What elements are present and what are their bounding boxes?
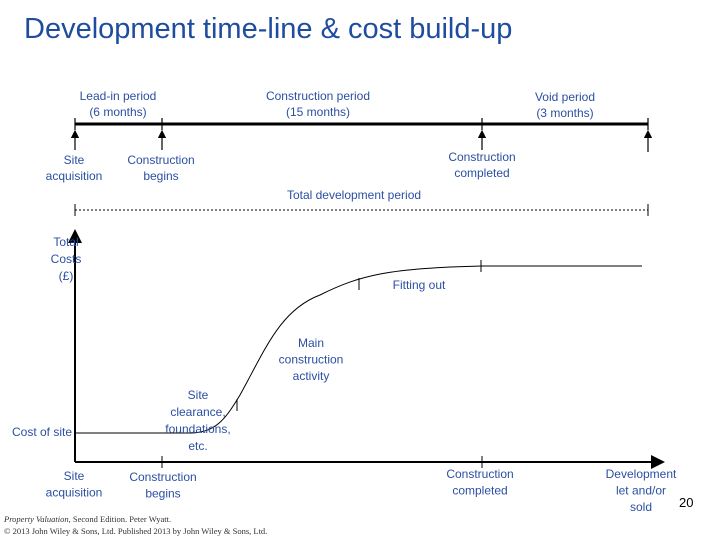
total-period-label: Total development period bbox=[287, 188, 421, 202]
label-line: Site bbox=[188, 388, 209, 402]
book-info: , Second Edition. Peter Wyatt. bbox=[69, 514, 172, 524]
label-line: Void period bbox=[535, 90, 595, 104]
book-title: Property Valuation bbox=[3, 514, 69, 524]
label-line: Main bbox=[298, 336, 324, 350]
label-line: Construction bbox=[129, 470, 196, 484]
label-line: construction bbox=[279, 353, 344, 367]
footer-line: Property Valuation, Second Edition. Pete… bbox=[3, 514, 171, 524]
label-line: Construction period bbox=[266, 89, 370, 103]
label-line: completed bbox=[452, 484, 507, 498]
label-line: etc. bbox=[188, 439, 207, 453]
label-line: Fitting out bbox=[393, 278, 446, 292]
curve-ticks bbox=[236, 260, 482, 411]
label-line: (£) bbox=[59, 269, 74, 283]
label-line: acquisition bbox=[46, 169, 103, 183]
label-line: (15 months) bbox=[286, 105, 350, 119]
label-line: clearance, bbox=[170, 405, 225, 419]
label-line: Costs bbox=[51, 252, 82, 266]
label-line: begins bbox=[143, 169, 178, 183]
label-line: (3 months) bbox=[536, 106, 593, 120]
label-line: (6 months) bbox=[89, 105, 146, 119]
label-line: acquisition bbox=[46, 486, 103, 500]
copyright: © 2013 John Wiley & Sons, Ltd. Published… bbox=[4, 526, 267, 536]
label-line: Total bbox=[53, 235, 78, 249]
label-line: Site bbox=[64, 153, 85, 167]
title: Development time-line & cost build-up bbox=[24, 13, 512, 45]
label-line: completed bbox=[454, 166, 509, 180]
page-number: 20 bbox=[679, 495, 693, 510]
label-line: Construction bbox=[446, 467, 513, 481]
label-line: foundations, bbox=[165, 422, 230, 436]
timeline-ticks bbox=[70, 118, 653, 152]
cost-curve bbox=[75, 265, 642, 434]
label-line: Development bbox=[606, 467, 677, 481]
label-line: sold bbox=[630, 500, 652, 514]
label-line: activity bbox=[293, 369, 330, 383]
label-line: Lead-in period bbox=[80, 89, 157, 103]
label-line: Site bbox=[64, 469, 85, 483]
label-line: begins bbox=[145, 487, 180, 501]
cost-of-site: Cost of site bbox=[12, 425, 72, 439]
label-line: let and/or bbox=[616, 484, 666, 498]
label-line: Construction bbox=[127, 153, 194, 167]
label-line: Construction bbox=[448, 150, 515, 164]
